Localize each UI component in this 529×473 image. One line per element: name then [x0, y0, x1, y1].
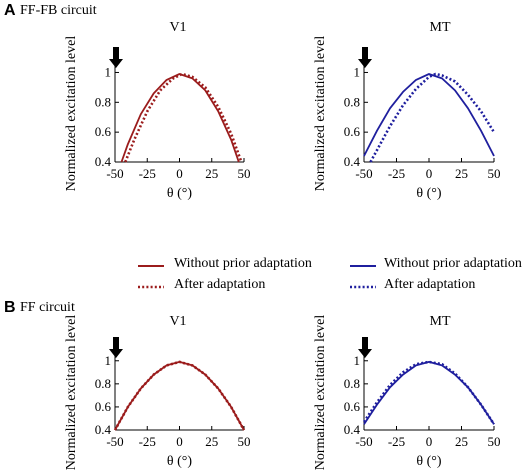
- x-axis-label: θ (°): [416, 186, 441, 201]
- x-axis-label: θ (°): [167, 454, 192, 469]
- chart-title-b-mt: MT: [429, 314, 451, 329]
- legend-mt-dotted-label: After adaptation: [384, 277, 476, 292]
- legend-v1-dotted-label: After adaptation: [174, 277, 266, 292]
- x-tick-label: 0: [426, 166, 433, 181]
- x-axis-label: θ (°): [416, 454, 441, 469]
- y-axis-label: Normalized excitation level: [64, 36, 79, 192]
- y-tick-label: 1: [354, 353, 361, 368]
- chart-3: 0.4 0.6 0.8 1 -50 -25 0 25 50 θ (°) Normalized exc…: [313, 315, 501, 471]
- y-tick-label: 0.6: [344, 124, 361, 139]
- chart-2: 0.4 0.6 0.8 1 -50 -25 0 25 50 θ (°) Normalized exc…: [64, 315, 251, 471]
- panel-b-letter: B: [4, 299, 16, 316]
- y-tick-label: 0.6: [95, 399, 112, 414]
- x-tick-label: -25: [388, 434, 405, 449]
- y-tick-label: 1: [105, 64, 112, 79]
- x-tick-label: 50: [488, 166, 501, 181]
- panel-b-title: FF circuit: [20, 300, 75, 315]
- y-tick-label: 0.8: [344, 94, 360, 109]
- x-tick-label: -50: [106, 434, 123, 449]
- y-axis-label: Normalized excitation level: [313, 36, 328, 192]
- panel-a-title: FF-FB circuit: [20, 3, 97, 18]
- series-dotted-line: [124, 72, 243, 163]
- x-tick-label: 0: [426, 434, 433, 449]
- x-tick-label: -50: [106, 166, 123, 181]
- chart-1: 0.4 0.6 0.8 1 -50 -25 0 25 50 θ (°) Normalized exc…: [313, 36, 501, 201]
- y-tick-label: 0.4: [95, 422, 112, 437]
- x-tick-label: 50: [238, 166, 251, 181]
- y-axis-label: Normalized excitation level: [64, 315, 79, 471]
- x-tick-label: -50: [355, 166, 372, 181]
- x-tick-label: -50: [355, 434, 372, 449]
- y-tick-label: 0.6: [95, 124, 112, 139]
- y-tick-label: 0.8: [344, 376, 360, 391]
- series-solid-line: [120, 73, 240, 163]
- chart-title-a-mt: MT: [429, 20, 451, 35]
- x-tick-label: 0: [176, 434, 183, 449]
- y-tick-label: 1: [105, 353, 112, 368]
- x-tick-label: 25: [205, 434, 218, 449]
- x-tick-label: 25: [205, 166, 218, 181]
- x-tick-label: 50: [238, 434, 251, 449]
- stimulus-arrow-icon: [358, 337, 372, 358]
- stimulus-arrow-icon: [358, 47, 372, 68]
- legend-mt-solid-label: Without prior adaptation: [384, 256, 522, 271]
- x-axis-label: θ (°): [167, 186, 192, 201]
- charts: 0.4 0.6 0.8 1 -50 -25 0 25 50 θ (°) Normalized exc…: [64, 36, 501, 471]
- legend-v1-solid-label: Without prior adaptation: [174, 256, 312, 271]
- chart-0: 0.4 0.6 0.8 1 -50 -25 0 25 50 θ (°) Normalized exc…: [64, 36, 251, 201]
- stimulus-arrow-icon: [109, 337, 123, 358]
- x-tick-label: 25: [455, 166, 468, 181]
- x-tick-label: 25: [455, 434, 468, 449]
- y-tick-label: 0.8: [95, 376, 111, 391]
- series-dotted-line: [113, 360, 246, 431]
- y-tick-label: 0.4: [95, 154, 112, 169]
- series-dotted-line: [362, 360, 496, 425]
- chart-title-b-v1: V1: [169, 314, 187, 329]
- y-tick-label: 0.4: [344, 154, 361, 169]
- series-dotted-line: [369, 72, 496, 163]
- chart-title-a-v1: V1: [169, 20, 187, 35]
- x-tick-label: 50: [488, 434, 501, 449]
- x-tick-label: -25: [139, 434, 156, 449]
- y-tick-label: 0.4: [344, 422, 361, 437]
- y-tick-label: 1: [354, 64, 361, 79]
- x-tick-label: 0: [176, 166, 183, 181]
- legend-marks: [138, 265, 376, 289]
- y-tick-label: 0.6: [344, 399, 361, 414]
- x-tick-label: -25: [139, 166, 156, 181]
- y-tick-label: 0.8: [95, 94, 111, 109]
- panel-a-letter: A: [4, 2, 16, 19]
- x-tick-label: -25: [388, 166, 405, 181]
- stimulus-arrow-icon: [109, 47, 123, 68]
- y-axis-label: Normalized excitation level: [313, 315, 328, 471]
- series-solid-line: [363, 73, 495, 157]
